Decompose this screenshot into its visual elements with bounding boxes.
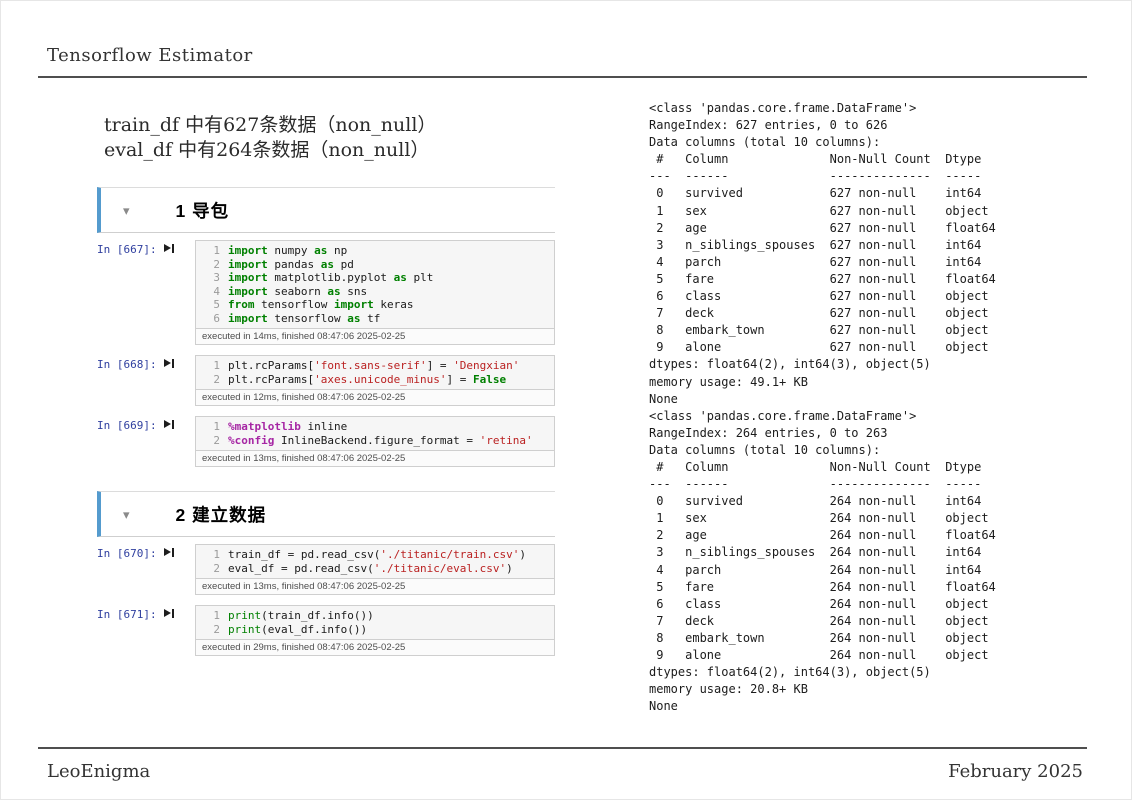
code-text: train_df = pd.read_csv('./titanic/train.… <box>228 548 527 561</box>
cell-body: 1 train_df = pd.read_csv('./titanic/train… <box>195 544 555 595</box>
code-text: eval_df = pd.read_csv('./titanic/eval.cs… <box>228 561 513 575</box>
code-text: %matplotlib inline <box>228 420 348 433</box>
intro-text: train_df 中有627条数据（non_null） eval_df 中有26… <box>104 113 555 163</box>
section-header[interactable]: ▾ 2 建立数据 <box>97 491 555 537</box>
code-cell: In [667]: 1 import numpy as np 2 import pand… <box>97 240 555 345</box>
cell-gutter: In [668]: <box>97 355 195 406</box>
cell-body: 1 plt.rcParams['font.sans-serif'] = 'Deng… <box>195 355 555 406</box>
code-text: import tensorflow as tf <box>228 311 381 325</box>
code-cell: In [670]: 1 train_df = pd.read_csv('./tita… <box>97 544 555 595</box>
execution-status: executed in 13ms, finished 08:47:06 2025… <box>195 579 555 595</box>
run-cell-icon[interactable] <box>163 419 175 430</box>
code-line: 1 train_df = pd.read_csv('./titanic/train… <box>196 548 554 562</box>
section-header[interactable]: ▾ 1 导包 <box>97 187 555 233</box>
cell-body: 1 import numpy as np 2 import pandas as pd 3… <box>195 240 555 345</box>
cells-container: In [670]: 1 train_df = pd.read_csv('./tita… <box>97 544 555 656</box>
section-title: 2 建立数据 <box>175 504 267 525</box>
code-editor[interactable]: 1 %matplotlib inline 2 %config InlineBacken… <box>195 416 555 451</box>
notebook-panel: train_df 中有627条数据（non_null） eval_df 中有26… <box>97 113 555 656</box>
execution-status: executed in 13ms, finished 08:47:06 2025… <box>195 451 555 467</box>
code-line: 1 import numpy as np <box>196 244 554 258</box>
run-cell-icon[interactable] <box>163 358 175 369</box>
code-text: import numpy as np <box>228 244 348 257</box>
code-editor[interactable]: 1 import numpy as np 2 import pandas as pd 3… <box>195 240 555 329</box>
run-cell-icon[interactable] <box>163 547 175 558</box>
line-number: 1 <box>213 609 220 622</box>
code-text: import pandas as pd <box>228 257 354 271</box>
line-number: 2 <box>213 372 220 386</box>
cell-body: 1 %matplotlib inline 2 %config InlineBacken… <box>195 416 555 467</box>
collapse-arrow-icon[interactable]: ▾ <box>123 202 130 218</box>
line-number: 4 <box>213 284 220 298</box>
code-text: print(eval_df.info()) <box>228 622 368 636</box>
code-text: plt.rcParams['font.sans-serif'] = 'Dengx… <box>228 359 520 372</box>
code-text: plt.rcParams['axes.unicode_minus'] = Fal… <box>228 372 507 386</box>
footer-author: LeoEnigma <box>47 761 151 782</box>
line-number: 2 <box>213 257 220 271</box>
code-cell: In [668]: 1 plt.rcParams['font.sans-serif'… <box>97 355 555 406</box>
code-line: 2 eval_df = pd.read_csv('./titanic/eval.c… <box>196 562 554 576</box>
cell-prompt: In [668]: <box>97 358 157 371</box>
execution-status: executed in 14ms, finished 08:47:06 2025… <box>195 329 555 345</box>
code-line: 1 print(train_df.info()) <box>196 609 554 623</box>
line-number: 5 <box>213 298 220 311</box>
code-line: 2 import pandas as pd <box>196 258 554 272</box>
cell-prompt: In [667]: <box>97 243 157 256</box>
line-number: 1 <box>213 244 220 257</box>
line-number: 3 <box>213 271 220 284</box>
code-cell: In [671]: 1 print(train_df.info()) 2 print(e… <box>97 605 555 656</box>
code-editor[interactable]: 1 train_df = pd.read_csv('./titanic/train… <box>195 544 555 579</box>
line-number: 1 <box>213 420 220 433</box>
code-line: 2 plt.rcParams['axes.unicode_minus'] = Fa… <box>196 373 554 387</box>
execution-status: executed in 29ms, finished 08:47:06 2025… <box>195 640 555 656</box>
line-number: 6 <box>213 311 220 325</box>
code-text: import seaborn as sns <box>228 284 368 298</box>
footer-date: February 2025 <box>948 761 1083 782</box>
code-line: 2 print(eval_df.info()) <box>196 623 554 637</box>
intro-line-1: train_df 中有627条数据（non_null） <box>104 114 437 136</box>
code-text: print(train_df.info()) <box>228 609 374 622</box>
footer-rule <box>38 747 1087 749</box>
code-editor[interactable]: 1 print(train_df.info()) 2 print(eval_df.in… <box>195 605 555 640</box>
page-title: Tensorflow Estimator <box>47 45 253 66</box>
code-text: %config InlineBackend.figure_format = 'r… <box>228 433 533 447</box>
code-line: 5 from tensorflow import keras <box>196 298 554 312</box>
code-line: 4 import seaborn as sns <box>196 285 554 299</box>
code-line: 3 import matplotlib.pyplot as plt <box>196 271 554 285</box>
code-text: from tensorflow import keras <box>228 298 414 311</box>
line-number: 1 <box>213 548 220 561</box>
cells-container: In [667]: 1 import numpy as np 2 import pand… <box>97 240 555 467</box>
dataframe-info-output: <class 'pandas.core.frame.DataFrame'> Ra… <box>649 101 996 714</box>
line-number: 2 <box>213 433 220 447</box>
cell-prompt: In [670]: <box>97 547 157 560</box>
cell-body: 1 print(train_df.info()) 2 print(eval_df.in… <box>195 605 555 656</box>
code-line: 1 %matplotlib inline <box>196 420 554 434</box>
code-line: 1 plt.rcParams['font.sans-serif'] = 'Deng… <box>196 359 554 373</box>
code-line: 6 import tensorflow as tf <box>196 312 554 326</box>
cell-prompt: In [669]: <box>97 419 157 432</box>
run-cell-icon[interactable] <box>163 243 175 254</box>
header-rule <box>38 76 1087 78</box>
collapse-arrow-icon[interactable]: ▾ <box>123 506 130 522</box>
intro-line-2: eval_df 中有264条数据（non_null） <box>104 139 430 161</box>
notebook-section-1: ▾ 1 导包 In [667]: 1 import numpy as np 2 impo… <box>97 187 555 467</box>
cell-gutter: In [671]: <box>97 605 195 656</box>
line-number: 2 <box>213 561 220 575</box>
cell-gutter: In [667]: <box>97 240 195 345</box>
line-number: 2 <box>213 622 220 636</box>
code-cell: In [669]: 1 %matplotlib inline 2 %config Inl… <box>97 416 555 467</box>
section-title: 1 导包 <box>175 200 230 221</box>
code-text: import matplotlib.pyplot as plt <box>228 271 434 284</box>
cell-gutter: In [669]: <box>97 416 195 467</box>
code-line: 2 %config InlineBackend.figure_format = '… <box>196 434 554 448</box>
code-editor[interactable]: 1 plt.rcParams['font.sans-serif'] = 'Deng… <box>195 355 555 390</box>
line-number: 1 <box>213 359 220 372</box>
cell-gutter: In [670]: <box>97 544 195 595</box>
run-cell-icon[interactable] <box>163 608 175 619</box>
notebook-section-2: ▾ 2 建立数据 In [670]: 1 train_df = pd.read_cs… <box>97 491 555 656</box>
execution-status: executed in 12ms, finished 08:47:06 2025… <box>195 390 555 406</box>
cell-prompt: In [671]: <box>97 608 157 621</box>
